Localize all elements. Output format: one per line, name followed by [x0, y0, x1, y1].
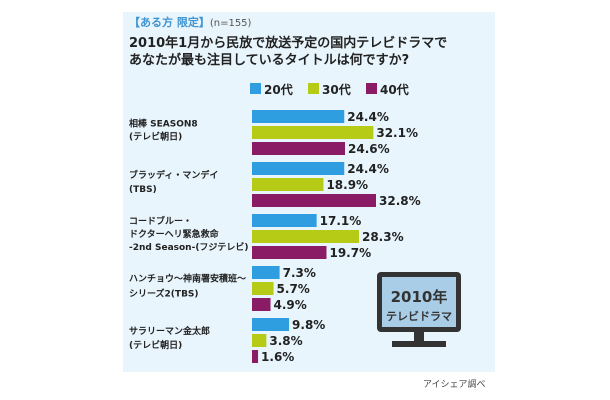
legend-swatch-20s	[250, 83, 261, 94]
legend-swatch-30s	[308, 83, 319, 94]
legend-label-20s: 20代	[264, 83, 293, 97]
value-label-40s-category-2: 32.8%	[379, 194, 421, 208]
tv-caption-year: 2010年	[391, 288, 448, 306]
value-label-30s-category-2: 18.9%	[326, 178, 368, 192]
bar-30s-category-1	[252, 126, 374, 139]
value-label-30s-category-4: 5.7%	[277, 282, 310, 296]
bar-40s-category-1	[252, 142, 345, 155]
legend-label-30s: 30代	[322, 83, 351, 97]
category-label-4-line-1: ハンチョウ～神南署安積班～	[129, 273, 246, 285]
value-label-20s-category-4: 7.3%	[283, 266, 316, 280]
source-credit: アイシェア調べ	[423, 380, 486, 390]
value-label-40s-category-5: 1.6%	[261, 350, 294, 364]
bar-20s-category-4	[252, 266, 280, 279]
question-line-2: あなたが最も注目しているタイトルは何ですか?	[129, 53, 410, 68]
value-label-40s-category-4: 4.9%	[274, 298, 307, 312]
value-label-30s-category-3: 28.3%	[362, 230, 404, 244]
legend-swatch-40s	[366, 83, 377, 94]
bar-30s-category-2	[252, 178, 324, 191]
category-label-3-line-2: ドクターヘリ緊急救命	[129, 228, 220, 240]
chart-header: 【ある方 限定】(n=155) 2010年1月から民放で放送予定の国内テレビドラ…	[123, 12, 495, 72]
tv-caption-genre: テレビドラマ	[386, 309, 452, 323]
bar-30s-category-4	[252, 282, 274, 295]
category-label-3-line-1: コードブルー・	[129, 215, 192, 227]
tv-icon: 2010年 テレビドラマ	[377, 272, 461, 347]
qualifier-text: 【ある方 限定】	[129, 16, 210, 29]
bar-20s-category-2	[252, 162, 345, 175]
category-label-3-line-3: -2nd Season-(フジテレビ)	[129, 241, 249, 253]
bar-20s-category-3	[252, 214, 317, 227]
sample-size: (n=155)	[209, 18, 252, 29]
value-label-20s-category-5: 9.8%	[292, 318, 325, 332]
bar-30s-category-5	[252, 334, 267, 347]
respondent-qualifier: 【ある方 限定】(n=155)	[129, 14, 251, 30]
question-line-1: 2010年1月から民放で放送予定の国内テレビドラマで	[129, 36, 448, 51]
category-label-5-line-1: サラリーマン金太郎	[129, 325, 210, 337]
value-label-40s-category-3: 19.7%	[329, 246, 371, 260]
bar-30s-category-3	[252, 230, 359, 243]
bar-20s-category-1	[252, 110, 345, 123]
value-label-40s-category-1: 24.6%	[348, 142, 390, 156]
category-label-1-line-2: (テレビ朝日)	[129, 131, 182, 143]
bar-20s-category-5	[252, 318, 290, 331]
bar-40s-category-3	[252, 246, 327, 259]
value-label-30s-category-1: 32.1%	[376, 126, 418, 140]
category-label-4-line-2: シリーズ2(TBS)	[129, 288, 199, 300]
category-label-5-line-2: (テレビ朝日)	[129, 339, 182, 351]
value-label-20s-category-2: 24.4%	[347, 162, 389, 176]
bar-40s-category-5	[252, 350, 259, 363]
category-label-1-line-1: 相棒 SEASON8	[129, 118, 198, 130]
value-label-20s-category-3: 17.1%	[320, 214, 362, 228]
value-label-30s-category-5: 3.8%	[269, 334, 302, 348]
category-label-2-line-2: (TBS)	[129, 185, 157, 195]
value-label-20s-category-1: 24.4%	[347, 110, 389, 124]
legend-label-40s: 40代	[380, 83, 409, 97]
bar-40s-category-2	[252, 194, 376, 207]
bar-40s-category-4	[252, 298, 271, 311]
category-label-2-line-1: ブラッディ・マンデイ	[129, 169, 218, 181]
